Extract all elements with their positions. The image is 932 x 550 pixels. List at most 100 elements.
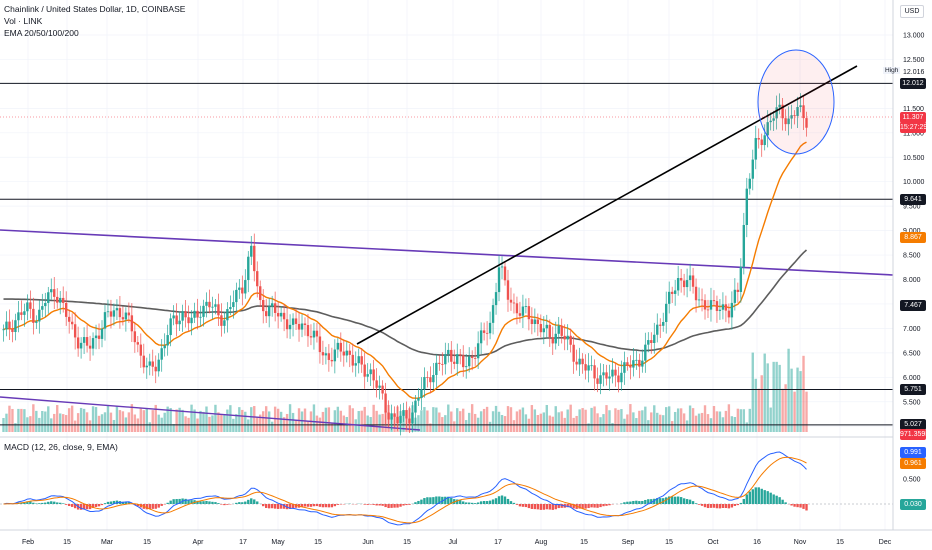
macd-histogram-bar xyxy=(524,504,528,508)
volume-bar xyxy=(333,410,337,432)
macd-histogram-bar xyxy=(384,504,387,508)
candle xyxy=(220,315,223,326)
candle xyxy=(318,336,322,353)
macd-histogram-bar xyxy=(435,496,438,504)
candle xyxy=(333,349,337,362)
volume-bar xyxy=(205,406,208,432)
macd-histogram-bar xyxy=(38,503,41,504)
candle xyxy=(79,342,83,349)
macd-histogram-bar xyxy=(262,504,265,507)
volume-bar xyxy=(688,405,692,432)
macd-histogram-bar xyxy=(793,504,796,507)
macd-histogram-bar xyxy=(506,498,510,504)
volume-bar xyxy=(250,407,253,432)
volume-bar xyxy=(294,419,298,432)
macd-histogram-bar xyxy=(270,504,274,509)
candle xyxy=(453,361,456,364)
candle xyxy=(250,245,253,257)
macd-histogram-bar xyxy=(47,501,50,504)
candle xyxy=(178,320,181,325)
macd-histogram-bar xyxy=(196,500,199,504)
candle xyxy=(638,359,641,367)
volume-bar xyxy=(482,408,486,432)
candle xyxy=(476,343,480,359)
macd-histogram-bar xyxy=(485,501,489,504)
volume-bar xyxy=(169,408,172,432)
volume-bar xyxy=(590,407,593,432)
candle xyxy=(17,312,20,321)
macd-histogram-bar xyxy=(656,498,659,504)
time-tick-label: 16 xyxy=(753,539,761,546)
candle xyxy=(387,412,390,420)
candle xyxy=(479,330,483,344)
candle xyxy=(106,311,110,313)
volume-bar xyxy=(256,416,259,432)
candle xyxy=(297,323,301,330)
macd-histogram-bar xyxy=(742,498,746,504)
time-axis[interactable]: Feb 15 Mar 15 Apr 17 May 15 Jun 15 Jul 17 Aug 15 Sep 15… xyxy=(22,539,892,546)
volume-bar xyxy=(163,412,166,432)
candle xyxy=(635,359,638,361)
candle xyxy=(512,302,516,304)
candle xyxy=(5,321,8,330)
macd-histogram-bar xyxy=(599,504,602,508)
macd-histogram-bar xyxy=(667,496,671,504)
macd-histogram xyxy=(5,487,808,511)
candle xyxy=(241,287,244,294)
volume-bar xyxy=(608,410,611,432)
volume-bar xyxy=(5,413,8,432)
volume-bar xyxy=(781,388,784,432)
candle xyxy=(733,289,737,303)
volume-bar xyxy=(178,407,181,432)
price-tick-label: 13.000 xyxy=(903,33,925,40)
candle xyxy=(647,340,650,345)
candle xyxy=(172,315,175,319)
candle xyxy=(575,361,578,365)
volume-bar xyxy=(23,409,26,432)
currency-selector[interactable]: USD xyxy=(900,5,924,18)
ema-200-line xyxy=(3,249,808,357)
candle xyxy=(29,302,32,309)
macd-histogram-bar xyxy=(542,504,546,510)
volume-bar xyxy=(300,411,304,432)
macd-value-box: 0.991 xyxy=(900,446,926,458)
volume-bar xyxy=(35,410,38,432)
volume-bar xyxy=(670,421,674,432)
time-tick-label: Dec xyxy=(879,539,892,546)
price-tick-label: 11.500 xyxy=(903,106,924,113)
candle xyxy=(518,313,522,316)
volume-bar xyxy=(211,415,214,432)
macd-histogram-bar xyxy=(127,502,131,504)
macd-histogram-bar xyxy=(103,503,107,504)
candle xyxy=(103,312,107,329)
time-tick-label: Jul xyxy=(449,539,458,546)
macd-histogram-bar xyxy=(220,504,223,505)
candle xyxy=(467,356,471,367)
candle xyxy=(244,280,247,294)
macd-histogram-bar xyxy=(605,504,608,506)
volume-bar xyxy=(217,412,220,432)
macd-histogram-bar xyxy=(417,500,420,504)
volume-bar xyxy=(488,421,492,432)
volume-bar xyxy=(757,388,760,432)
volume-bars xyxy=(2,348,808,432)
volume-bar xyxy=(190,404,193,432)
macd-histogram-bar xyxy=(148,504,151,510)
macd-histogram-bar xyxy=(569,504,572,508)
ema-label: EMA 20/50/100/200 xyxy=(4,28,79,38)
candle xyxy=(572,344,575,362)
candle xyxy=(497,267,501,293)
candle xyxy=(614,369,617,376)
volume-bar xyxy=(718,411,722,432)
volume-bar xyxy=(106,405,110,432)
candle xyxy=(754,138,757,160)
candle xyxy=(462,355,465,368)
macd-histogram-bar xyxy=(91,504,95,509)
macd-histogram-bar xyxy=(488,500,492,504)
candle xyxy=(142,355,145,368)
volume-bar xyxy=(372,404,375,432)
volume-bar xyxy=(593,406,596,432)
macd-histogram-bar xyxy=(70,504,74,507)
macd-histogram-bar xyxy=(530,504,534,509)
